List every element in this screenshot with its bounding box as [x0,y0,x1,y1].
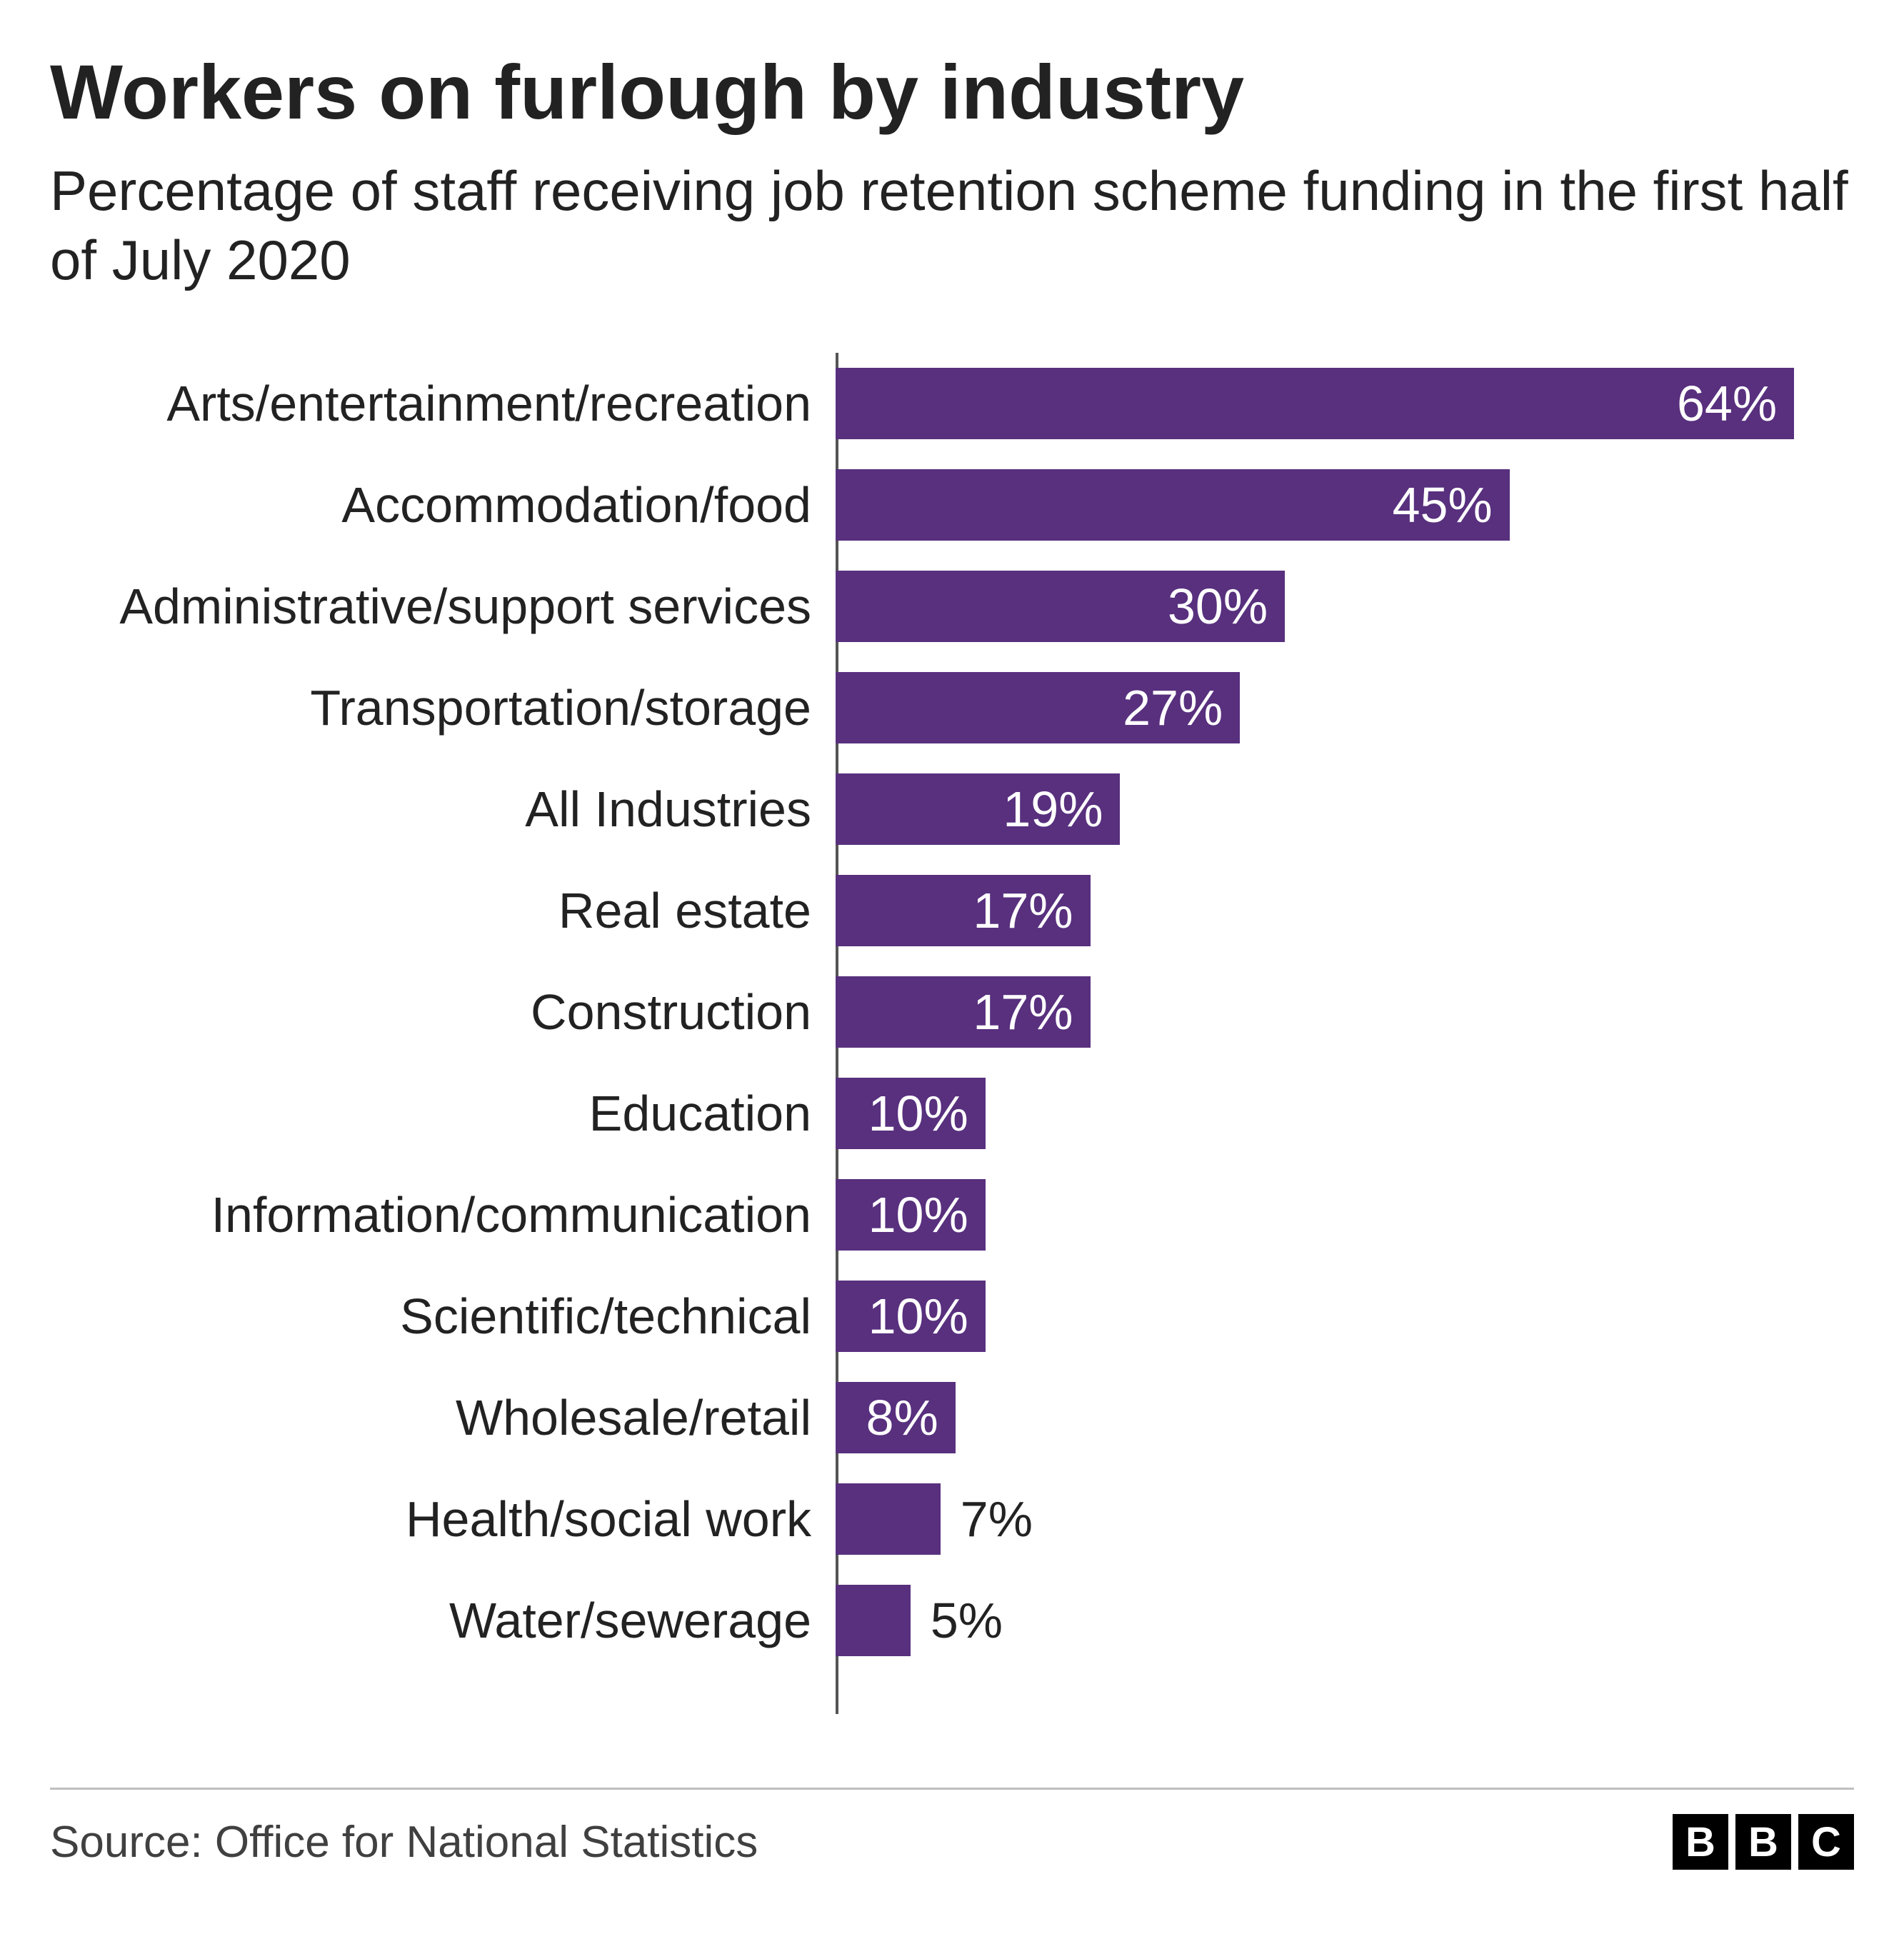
bar-value: 17% [973,882,1073,939]
bar-wrap: 30% [836,571,1285,642]
bar-row: Construction 17% [50,961,1854,1063]
bar-value: 5% [931,1592,1003,1649]
bar-row: Education 10% [50,1063,1854,1164]
bar [836,1585,911,1656]
bar-wrap: 27% [836,672,1240,743]
bar-value: 64% [1677,375,1777,432]
bar-row: Wholesale/retail 8% [50,1367,1854,1468]
bar-cell: 27% [836,657,1854,758]
category-label: Scientific/technical [50,1288,836,1345]
bar-value: 17% [973,983,1073,1041]
chart-container: Workers on furlough by industry Percenta… [0,0,1904,1934]
bar-value: 10% [868,1288,968,1345]
bar-cell: 7% [836,1468,1854,1570]
bar-cell: 64% [836,353,1854,454]
chart-footer: Source: Office for National Statistics B… [50,1788,1854,1870]
category-label: Real estate [50,882,836,939]
bar-wrap: 17% [836,875,1091,946]
bar-cell: 45% [836,454,1854,556]
bar-wrap: 45% [836,469,1510,541]
bar [836,1483,941,1555]
category-label: Administrative/support services [50,578,836,635]
category-label: Health/social work [50,1490,836,1548]
bar-value: 10% [868,1085,968,1142]
bar-value: 10% [868,1186,968,1243]
bar-value: 8% [866,1389,938,1446]
bbc-logo: BBC [1673,1814,1854,1870]
footer-row: Source: Office for National Statistics B… [50,1814,1854,1870]
bar-cell: 17% [836,860,1854,961]
bar-cell: 19% [836,758,1854,860]
bar-cell: 10% [836,1063,1854,1164]
category-label: Transportation/storage [50,679,836,736]
chart-title: Workers on furlough by industry [50,50,1854,135]
bar-row: Transportation/storage 27% [50,657,1854,758]
bar-row: Arts/entertainment/recreation 64% [50,353,1854,454]
bar-wrap: 10% [836,1179,986,1251]
category-label: All Industries [50,781,836,838]
bar-cell: 10% [836,1266,1854,1367]
bar [836,368,1794,439]
bar-row: Health/social work 7% [50,1468,1854,1570]
bar-row: Administrative/support services 30% [50,556,1854,657]
bar-cell: 17% [836,961,1854,1063]
bar-row: Real estate 17% [50,860,1854,961]
bar-cell: 10% [836,1164,1854,1266]
category-label: Wholesale/retail [50,1389,836,1446]
bbc-logo-box: B [1735,1814,1791,1870]
bar-wrap: 8% [836,1382,956,1453]
bar-value: 7% [961,1490,1033,1548]
bar-wrap: 10% [836,1078,986,1149]
bar-value: 27% [1123,679,1223,736]
footer-rule [50,1788,1854,1790]
category-label: Education [50,1085,836,1142]
category-label: Water/sewerage [50,1592,836,1649]
bar-wrap: 19% [836,773,1120,845]
bbc-logo-box: B [1673,1814,1728,1870]
bar-row: Information/communication 10% [50,1164,1854,1266]
bar-row: Scientific/technical 10% [50,1266,1854,1367]
bar-wrap: 7% [836,1483,1033,1555]
chart-subtitle: Percentage of staff receiving job retent… [50,156,1854,296]
bar-row: Accommodation/food 45% [50,454,1854,556]
category-label: Construction [50,983,836,1041]
category-label: Arts/entertainment/recreation [50,375,836,432]
source-text: Source: Office for National Statistics [50,1817,758,1868]
bar-wrap: 5% [836,1585,1003,1656]
category-label: Accommodation/food [50,476,836,533]
chart-area: Arts/entertainment/recreation 64% Accommod… [50,353,1854,1753]
bar-value: 30% [1168,578,1268,635]
bar-wrap: 10% [836,1281,986,1352]
bar-row: All Industries 19% [50,758,1854,860]
bbc-logo-box: C [1798,1814,1854,1870]
bar-wrap: 17% [836,976,1091,1048]
bar-value: 45% [1393,476,1493,533]
bar-value: 19% [1003,781,1103,838]
bar-cell: 8% [836,1367,1854,1468]
bar-wrap: 64% [836,368,1794,439]
bar-cell: 5% [836,1570,1854,1671]
bar-cell: 30% [836,556,1854,657]
bar-row: Water/sewerage 5% [50,1570,1854,1671]
category-label: Information/communication [50,1186,836,1243]
